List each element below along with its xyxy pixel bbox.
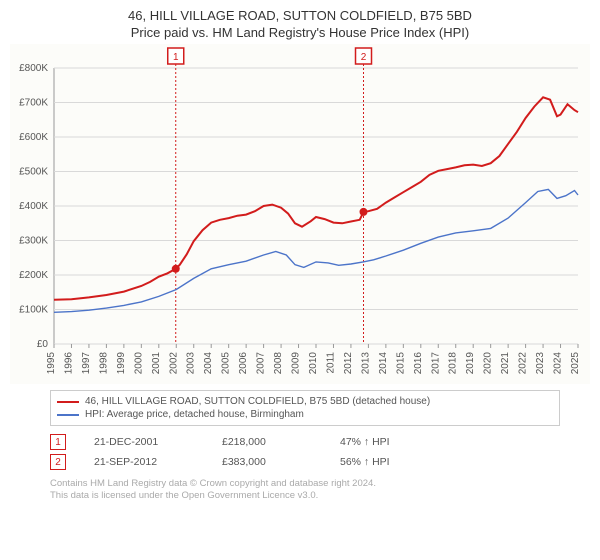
- svg-text:1996: 1996: [63, 352, 74, 375]
- svg-text:2020: 2020: [483, 352, 494, 375]
- svg-text:2021: 2021: [500, 352, 511, 375]
- svg-text:£700K: £700K: [19, 98, 48, 109]
- legend-swatch: [57, 401, 79, 403]
- svg-text:2017: 2017: [430, 352, 441, 375]
- svg-text:2004: 2004: [203, 352, 214, 375]
- chart-svg: £0 £100K £200K £300K £400K £500K £600K £700K £80…: [10, 44, 590, 384]
- legend-label: 46, HILL VILLAGE ROAD, SUTTON COLDFIELD,…: [85, 396, 430, 407]
- svg-text:2023: 2023: [535, 352, 546, 375]
- svg-text:2014: 2014: [378, 352, 389, 375]
- svg-text:2005: 2005: [221, 352, 232, 375]
- svg-text:2025: 2025: [570, 352, 581, 375]
- svg-text:2006: 2006: [238, 352, 249, 375]
- title-address: 46, HILL VILLAGE ROAD, SUTTON COLDFIELD,…: [10, 8, 590, 23]
- legend-swatch: [57, 414, 79, 416]
- svg-text:2007: 2007: [256, 352, 267, 375]
- sale-row: 1 21-DEC-2001 £218,000 47% ↑ HPI: [50, 432, 590, 452]
- svg-text:2008: 2008: [273, 352, 284, 375]
- svg-text:2016: 2016: [413, 352, 424, 375]
- sales-table: 1 21-DEC-2001 £218,000 47% ↑ HPI 2 21-SEP-201…: [50, 432, 590, 472]
- legend-item: HPI: Average price, detached house, Birm…: [57, 408, 553, 421]
- svg-text:1998: 1998: [98, 352, 109, 375]
- svg-text:£300K: £300K: [19, 236, 48, 247]
- svg-text:£200K: £200K: [19, 270, 48, 281]
- footer-attribution: Contains HM Land Registry data © Crown c…: [50, 478, 590, 503]
- svg-text:2015: 2015: [395, 352, 406, 375]
- legend-label: HPI: Average price, detached house, Birm…: [85, 409, 304, 420]
- svg-text:£400K: £400K: [19, 201, 48, 212]
- legend-item: 46, HILL VILLAGE ROAD, SUTTON COLDFIELD,…: [57, 395, 553, 408]
- svg-text:2012: 2012: [343, 352, 354, 375]
- svg-text:2011: 2011: [325, 352, 336, 374]
- svg-text:2001: 2001: [151, 352, 162, 375]
- svg-text:1: 1: [173, 52, 179, 63]
- svg-text:1997: 1997: [81, 352, 92, 375]
- svg-text:2: 2: [361, 52, 367, 63]
- svg-text:2002: 2002: [168, 352, 179, 375]
- sale-date: 21-DEC-2001: [94, 436, 194, 448]
- footer-line-2: This data is licensed under the Open Gov…: [50, 490, 590, 502]
- svg-text:2003: 2003: [186, 352, 197, 375]
- svg-text:2024: 2024: [553, 352, 564, 375]
- svg-text:2000: 2000: [133, 352, 144, 375]
- svg-text:2018: 2018: [448, 352, 459, 375]
- price-chart: £0 £100K £200K £300K £400K £500K £600K £700K £80…: [10, 44, 590, 384]
- svg-text:2013: 2013: [360, 352, 371, 375]
- footer-line-1: Contains HM Land Registry data © Crown c…: [50, 478, 590, 490]
- svg-text:2009: 2009: [291, 352, 302, 375]
- sale-row: 2 21-SEP-2012 £383,000 56% ↑ HPI: [50, 452, 590, 472]
- sale-price: £218,000: [222, 436, 312, 448]
- svg-text:1999: 1999: [116, 352, 127, 375]
- svg-text:£500K: £500K: [19, 167, 48, 178]
- legend: 46, HILL VILLAGE ROAD, SUTTON COLDFIELD,…: [50, 390, 560, 426]
- sale-vs-hpi: 56% ↑ HPI: [340, 456, 440, 468]
- svg-text:2019: 2019: [465, 352, 476, 375]
- sale-date: 21-SEP-2012: [94, 456, 194, 468]
- sale-price: £383,000: [222, 456, 312, 468]
- svg-text:2022: 2022: [518, 352, 529, 375]
- svg-text:£0: £0: [37, 339, 49, 350]
- svg-text:£600K: £600K: [19, 132, 48, 143]
- page-root: 46, HILL VILLAGE ROAD, SUTTON COLDFIELD,…: [0, 0, 600, 509]
- sale-vs-hpi: 47% ↑ HPI: [340, 436, 440, 448]
- sale-marker-number: 2: [50, 454, 66, 470]
- svg-text:£800K: £800K: [19, 63, 48, 74]
- svg-text:2010: 2010: [308, 352, 319, 375]
- svg-text:£100K: £100K: [19, 305, 48, 316]
- sale-marker-number: 1: [50, 434, 66, 450]
- svg-text:1995: 1995: [46, 352, 57, 375]
- title-subtitle: Price paid vs. HM Land Registry's House …: [10, 25, 590, 40]
